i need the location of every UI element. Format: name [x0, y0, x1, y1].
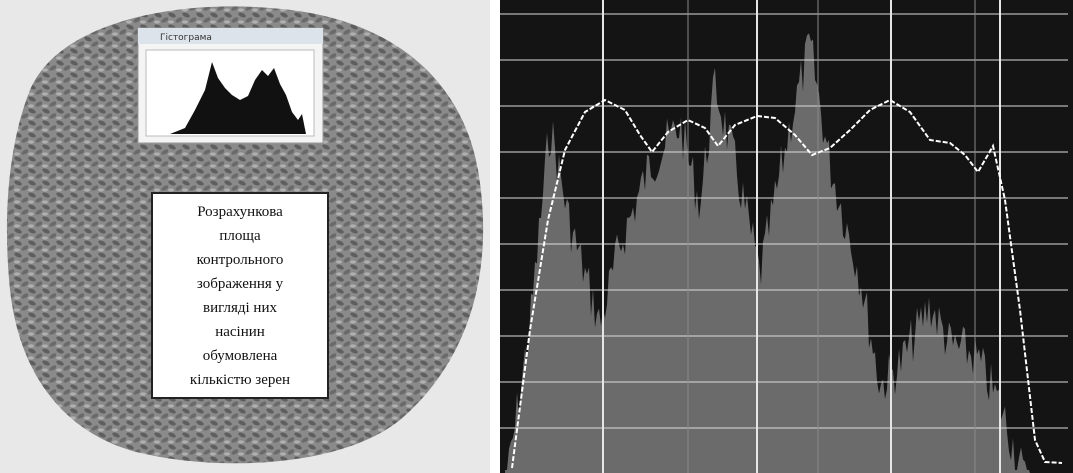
label-line: площа [219, 228, 261, 244]
label-line: насінин [215, 324, 265, 340]
label-box: Розрахункова площа контрольного зображення … [152, 193, 328, 398]
inset-histogram: Гістограма [138, 28, 323, 143]
label-line: контрольного [197, 252, 284, 268]
label-line: кількістю зерен [190, 372, 290, 388]
label-line: вигляді них [203, 300, 277, 316]
label-line: Розрахункова [197, 204, 283, 220]
label-frame [152, 193, 328, 398]
label-line: зображення у [197, 276, 284, 292]
figure: Гістограма Розрахункова площа контрольного… [0, 0, 1073, 473]
figure-svg: Гістограма Розрахункова площа контрольного… [0, 0, 1073, 473]
label-line: обумовлена [203, 348, 278, 364]
inset-title: Гістограма [160, 33, 212, 43]
